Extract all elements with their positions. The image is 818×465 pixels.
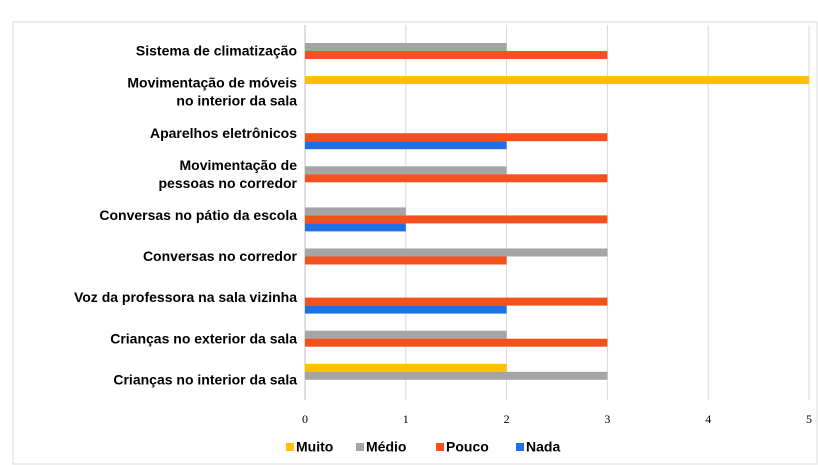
bar (305, 330, 507, 339)
y-tick-label: Movimentação de móveis no interior da sal… (127, 74, 297, 108)
y-tick-label: Conversas no corredor (143, 248, 298, 264)
y-tick-label: Crianças no exterior da sala (110, 330, 297, 346)
x-tick-label: 5 (806, 412, 812, 426)
y-tick-label: Voz da professora na sala vizinha (74, 289, 297, 305)
chart-frame (12, 21, 818, 465)
bar (305, 223, 406, 232)
x-tick-label: 0 (302, 412, 308, 426)
bar (305, 363, 507, 372)
bar (305, 141, 507, 150)
x-tick-label: 4 (705, 412, 711, 426)
bar (305, 371, 608, 380)
legend-label: Muito (296, 439, 333, 455)
bar (305, 133, 608, 142)
legend-swatch (286, 443, 294, 451)
y-tick-label: Sistema de climatização (136, 42, 297, 58)
legend-swatch (356, 443, 364, 451)
legend-label: Médio (366, 439, 406, 455)
legend-swatch (436, 443, 444, 451)
bar (305, 338, 608, 347)
bar (305, 215, 608, 224)
y-tick-label: Aparelhos eletrônicos (150, 124, 297, 140)
bar (305, 166, 507, 175)
bar (305, 174, 608, 183)
bar (305, 207, 406, 216)
bar (305, 43, 507, 51)
bar (305, 297, 608, 306)
bar (305, 51, 608, 59)
x-tick-label: 1 (403, 412, 409, 426)
bar (305, 256, 507, 265)
legend-label: Nada (526, 439, 560, 455)
y-tick-label: Crianças no interior da sala (113, 371, 297, 387)
legend-label: Pouco (446, 439, 489, 455)
x-tick-label: 2 (504, 412, 510, 426)
x-tick-label: 3 (604, 412, 610, 426)
bar (305, 76, 809, 85)
y-tick-label: Conversas no pátio da escola (99, 207, 297, 223)
bar (305, 305, 507, 314)
y-tick-label: Movimentação de pessoas no corredor (159, 157, 298, 191)
legend-swatch (516, 443, 524, 451)
bar (305, 248, 608, 257)
